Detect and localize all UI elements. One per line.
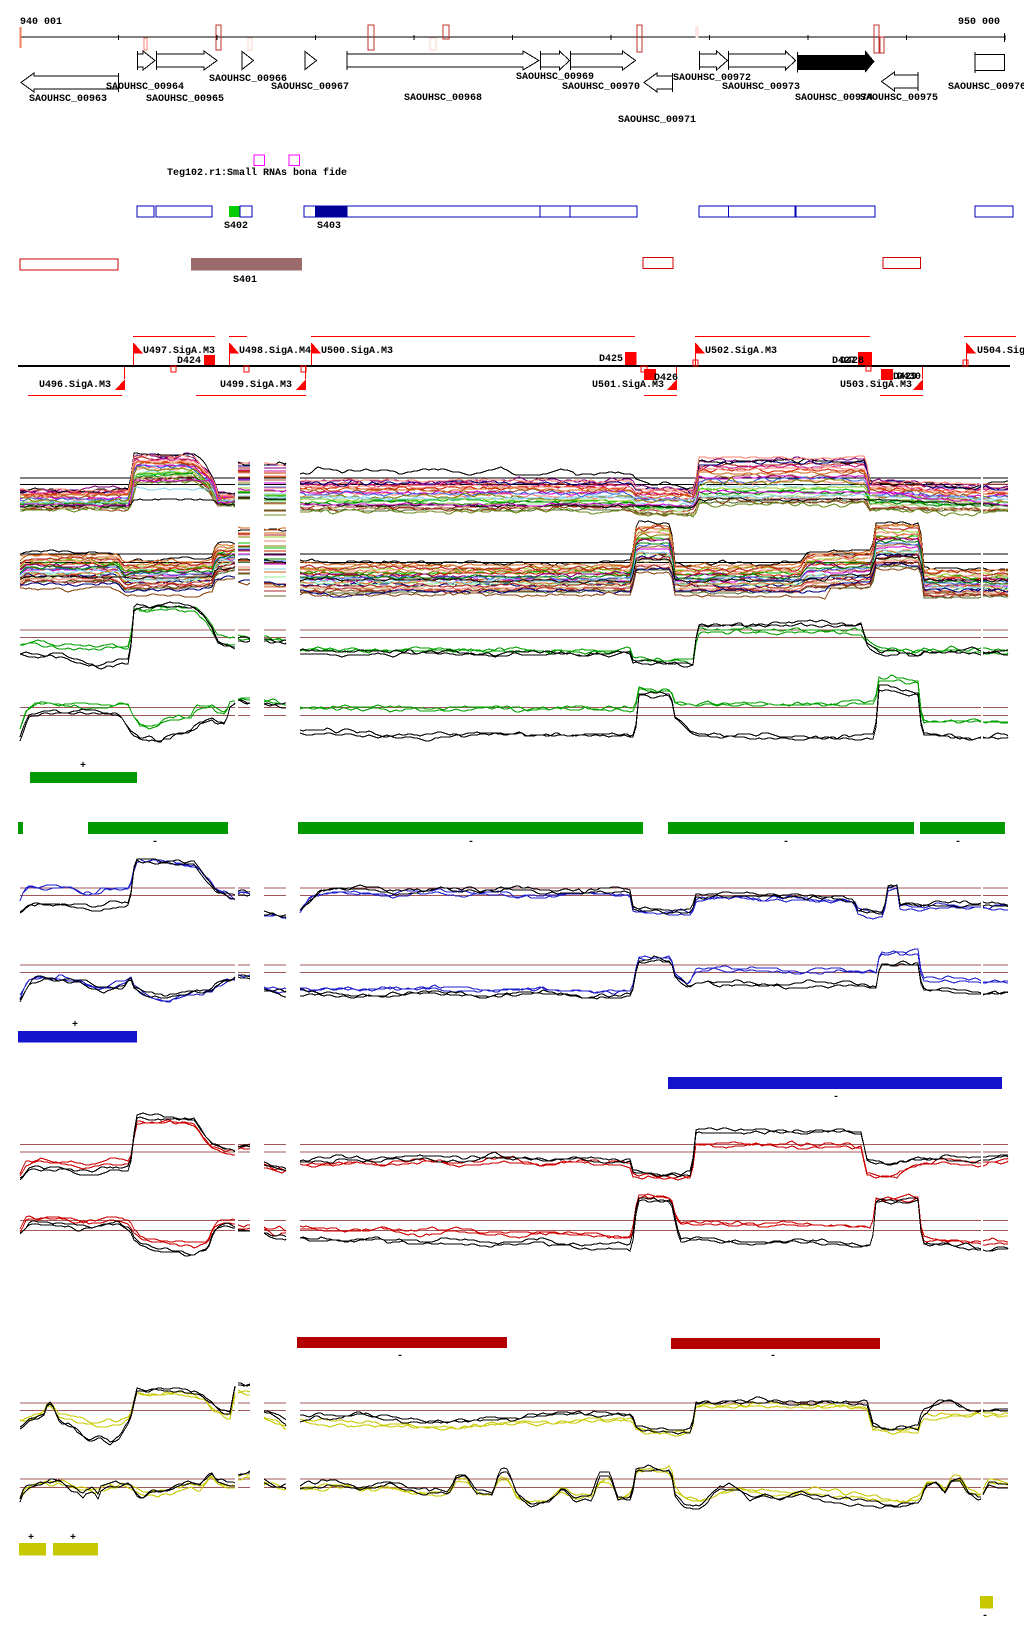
svg-text:SAOUHSC_00967: SAOUHSC_00967 xyxy=(271,82,349,93)
svg-text:-: - xyxy=(468,837,474,848)
svg-text:SAOUHSC_00972: SAOUHSC_00972 xyxy=(673,73,751,84)
svg-text:Teg102.r1:Small RNAs bona fide: Teg102.r1:Small RNAs bona fide xyxy=(167,167,347,179)
svg-text:-: - xyxy=(152,837,158,848)
svg-text:SAOUHSC_00968: SAOUHSC_00968 xyxy=(404,93,482,104)
svg-text:U498.SigA.M4: U498.SigA.M4 xyxy=(239,345,311,357)
svg-text:U504.SigA: U504.SigA xyxy=(977,345,1024,357)
svg-text:D428: D428 xyxy=(840,356,864,367)
svg-text:-: - xyxy=(770,1351,776,1362)
svg-text:+: + xyxy=(72,1020,78,1031)
svg-text:D426: D426 xyxy=(654,373,678,384)
svg-text:SAOUHSC_00965: SAOUHSC_00965 xyxy=(146,94,224,105)
svg-text:U499.SigA.M3: U499.SigA.M3 xyxy=(220,379,292,391)
svg-text:D424: D424 xyxy=(177,356,201,367)
svg-text:S401: S401 xyxy=(233,275,257,286)
svg-text:U500.SigA.M3: U500.SigA.M3 xyxy=(321,345,393,357)
svg-text:U496.SigA.M3: U496.SigA.M3 xyxy=(39,379,111,391)
svg-text:-: - xyxy=(397,1351,403,1362)
svg-text:950 000: 950 000 xyxy=(958,17,1000,28)
svg-text:SAOUHSC_00973: SAOUHSC_00973 xyxy=(722,82,800,93)
svg-text:U502.SigA.M3: U502.SigA.M3 xyxy=(705,345,777,357)
svg-text:SAOUHSC_00969: SAOUHSC_00969 xyxy=(516,72,594,83)
svg-text:D430: D430 xyxy=(897,372,921,383)
svg-text:D429: D429 xyxy=(893,372,917,383)
svg-text:D425: D425 xyxy=(599,354,623,365)
svg-text:+: + xyxy=(28,1533,34,1544)
svg-text:U501.SigA.M3: U501.SigA.M3 xyxy=(592,379,664,391)
svg-text:SAOUHSC_00974: SAOUHSC_00974 xyxy=(795,93,873,104)
svg-text:S402: S402 xyxy=(224,221,248,232)
svg-text:D427: D427 xyxy=(832,356,856,367)
svg-text:SAOUHSC_00976: SAOUHSC_00976 xyxy=(948,82,1024,93)
svg-text:U497.SigA.M3: U497.SigA.M3 xyxy=(143,345,215,357)
svg-text:SAOUHSC_00971: SAOUHSC_00971 xyxy=(618,115,696,126)
svg-text:S403: S403 xyxy=(317,221,341,232)
svg-text:+: + xyxy=(70,1533,76,1544)
svg-text:-: - xyxy=(833,1092,839,1103)
svg-text:SAOUHSC_00964: SAOUHSC_00964 xyxy=(106,82,184,93)
svg-text:+: + xyxy=(80,761,86,772)
svg-text:-: - xyxy=(955,837,961,848)
svg-text:U503.SigA.M3: U503.SigA.M3 xyxy=(840,379,912,391)
svg-text:SAOUHSC_00966: SAOUHSC_00966 xyxy=(209,74,287,85)
svg-text:940 001: 940 001 xyxy=(20,17,62,28)
svg-text:SAOUHSC_00975: SAOUHSC_00975 xyxy=(860,93,938,104)
svg-text:SAOUHSC_00963: SAOUHSC_00963 xyxy=(29,94,107,105)
svg-text:SAOUHSC_00970: SAOUHSC_00970 xyxy=(562,82,640,93)
svg-text:-: - xyxy=(982,1611,988,1622)
svg-text:-: - xyxy=(783,837,789,848)
